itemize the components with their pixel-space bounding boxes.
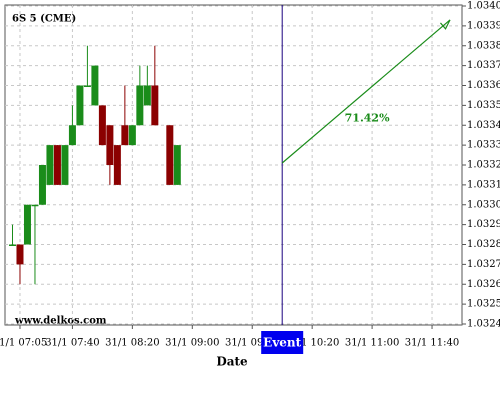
y-tick-label: 1.0330 bbox=[467, 199, 500, 210]
y-tick-label: 1.0332 bbox=[467, 160, 500, 171]
y-tick-label: 1.0337 bbox=[467, 60, 500, 71]
candle-body bbox=[173, 145, 181, 185]
candle-body bbox=[8, 244, 16, 246]
x-tick-label: 31/1 07:40 bbox=[45, 338, 99, 349]
y-tick-label: 1.0338 bbox=[467, 40, 500, 51]
y-tick-label: 1.0327 bbox=[467, 259, 500, 270]
projection-arrow bbox=[281, 19, 451, 164]
y-tick-label: 1.0326 bbox=[467, 279, 500, 290]
y-tick-label: 1.0331 bbox=[467, 179, 500, 190]
y-tick-label: 1.0336 bbox=[467, 80, 500, 91]
candle-body bbox=[16, 244, 24, 265]
y-tick-label: 1.0335 bbox=[467, 100, 500, 111]
watermark: www.delkos.com bbox=[14, 316, 107, 327]
candle-body bbox=[23, 204, 31, 245]
candle-body bbox=[113, 145, 121, 185]
projection-label: 71.42% bbox=[345, 111, 390, 124]
candle-body bbox=[128, 125, 136, 146]
candle-body bbox=[136, 85, 144, 126]
y-tick-label: 1.0339 bbox=[467, 20, 500, 31]
y-tick-label: 1.0324 bbox=[467, 319, 500, 330]
candle-body bbox=[106, 125, 114, 165]
candle-body bbox=[98, 105, 106, 146]
candle-body bbox=[61, 145, 69, 185]
y-tick-label: 1.0333 bbox=[467, 140, 500, 151]
candle-body bbox=[143, 85, 151, 106]
arrow-head bbox=[440, 19, 451, 30]
y-tick-label: 1.0340 bbox=[467, 1, 500, 12]
candle-body bbox=[83, 85, 91, 87]
candle-body bbox=[68, 125, 76, 146]
x-tick-label: 31/1 09:00 bbox=[165, 338, 219, 349]
y-tick-label: 1.0328 bbox=[467, 239, 500, 250]
y-tick-label: 1.0334 bbox=[467, 120, 500, 131]
y-tick-label: 1.0329 bbox=[467, 219, 500, 230]
candle-body bbox=[121, 125, 129, 146]
candle-body bbox=[76, 85, 84, 126]
x-tick-label: 31/1 07:05 bbox=[0, 338, 47, 349]
candle-body bbox=[91, 65, 99, 106]
candle-body bbox=[151, 85, 159, 126]
candle-body bbox=[46, 145, 54, 185]
event-box bbox=[261, 331, 304, 354]
x-axis-label: Date bbox=[216, 355, 248, 369]
candle-body bbox=[53, 145, 61, 185]
x-tick-label: 31/1 10:20 bbox=[285, 338, 339, 349]
x-tick-label: 31/1 08:20 bbox=[105, 338, 159, 349]
candle-body bbox=[31, 204, 39, 207]
candle-body bbox=[38, 165, 46, 205]
x-tick-label: 31/1 11:00 bbox=[345, 338, 399, 349]
event-label: Event bbox=[263, 336, 301, 350]
y-tick-label: 1.0325 bbox=[467, 299, 500, 310]
x-tick-label: 31/1 11:40 bbox=[405, 338, 459, 349]
x-tick-label: 31/1 09:40 bbox=[225, 338, 279, 349]
chart-title: 6S 5 (CME) bbox=[12, 14, 76, 25]
candle-body bbox=[166, 125, 174, 185]
